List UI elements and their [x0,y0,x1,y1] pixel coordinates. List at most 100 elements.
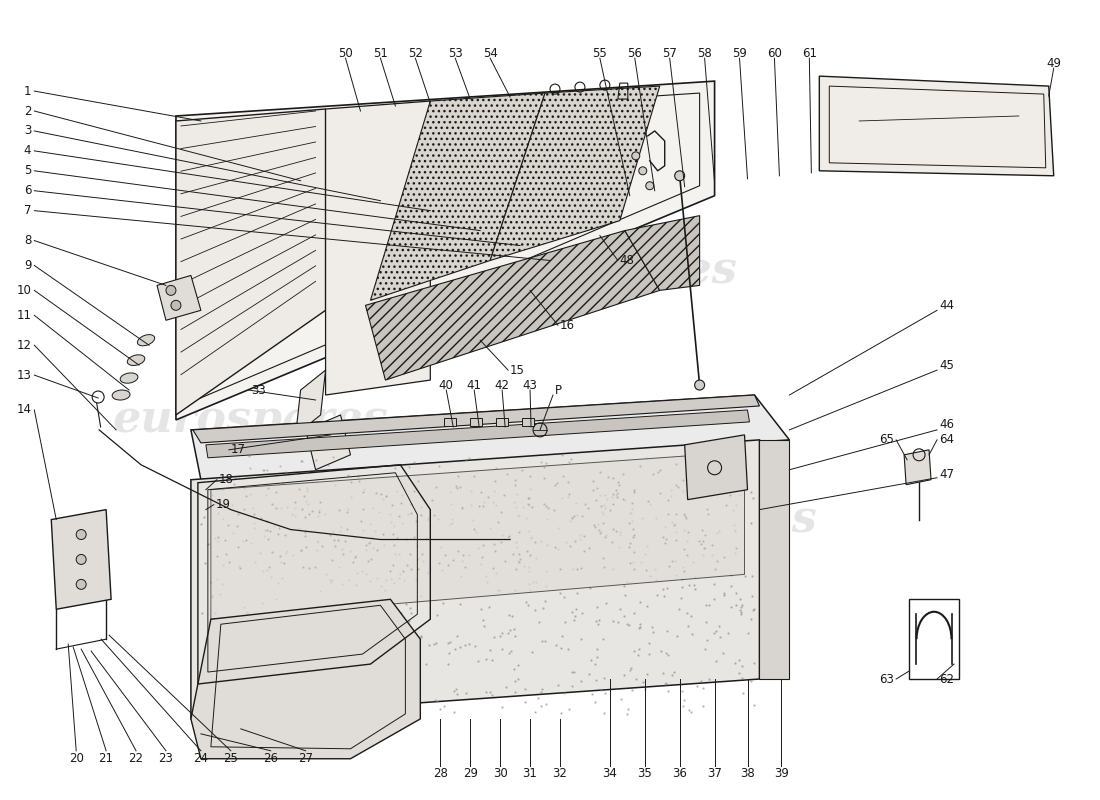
Point [216,534,233,546]
Point [719,626,737,639]
Text: 16: 16 [560,318,575,332]
Point [529,692,547,705]
Point [277,547,295,560]
Point [706,455,724,468]
Point [381,564,398,577]
Point [638,540,656,553]
Point [326,690,343,703]
Point [549,542,566,555]
Point [616,669,634,682]
Point [408,655,426,668]
Point [274,572,292,585]
Point [659,493,676,506]
Point [608,487,626,500]
Point [723,569,740,582]
Point [466,639,484,652]
Point [722,580,739,593]
Polygon shape [191,440,759,719]
Point [726,523,744,536]
Point [510,552,528,565]
Point [503,644,520,657]
Point [568,496,585,509]
Point [491,630,508,642]
Point [707,655,725,668]
Point [520,491,538,504]
Point [470,542,487,554]
Point [412,630,430,643]
Point [561,455,579,468]
Point [516,559,534,572]
Point [378,603,396,616]
Point [362,552,380,565]
Point [245,522,263,534]
Point [384,640,402,653]
Text: 54: 54 [483,46,497,60]
Point [517,512,535,525]
Point [694,699,712,712]
Point [645,467,662,480]
Point [568,586,585,599]
Point [568,509,585,522]
Point [202,591,220,604]
Point [238,489,255,502]
Point [461,452,478,465]
Point [586,520,604,533]
Point [591,465,608,478]
Point [374,626,392,639]
Point [287,496,305,509]
Point [627,673,645,686]
Point [409,474,427,487]
Point [640,648,658,661]
Point [333,542,351,555]
Point [513,464,530,477]
Point [448,682,465,695]
Point [537,499,554,512]
Point [499,646,517,659]
Point [386,548,404,561]
Point [509,554,527,567]
Point [321,574,339,587]
Point [382,626,399,639]
Point [308,544,326,557]
Point [563,510,581,523]
Point [354,486,372,499]
Point [706,562,724,575]
Text: 49: 49 [1046,57,1062,70]
Point [245,624,263,637]
Polygon shape [759,440,790,679]
Point [500,624,518,637]
Text: 47: 47 [939,468,954,482]
Point [492,506,509,518]
Ellipse shape [138,334,155,346]
Point [276,529,294,542]
Point [657,536,674,549]
Point [587,494,605,506]
Point [297,525,315,538]
Point [257,563,275,576]
Point [527,604,544,617]
Point [254,463,272,476]
Point [526,706,543,718]
Point [270,522,287,534]
Point [395,615,412,628]
Point [625,484,642,497]
Point [708,555,726,568]
Point [563,512,581,525]
Point [245,555,263,568]
Point [658,676,675,689]
Point [744,570,761,582]
Polygon shape [625,216,700,290]
Point [559,491,576,504]
Point [346,551,364,564]
Point [298,700,316,713]
Text: 9: 9 [24,259,31,272]
Point [241,461,258,474]
Point [223,498,241,511]
Point [272,556,289,569]
Point [339,506,356,518]
Point [245,517,263,530]
Text: 11: 11 [16,309,31,322]
Point [591,526,608,539]
Polygon shape [191,599,420,758]
Point [264,545,282,558]
